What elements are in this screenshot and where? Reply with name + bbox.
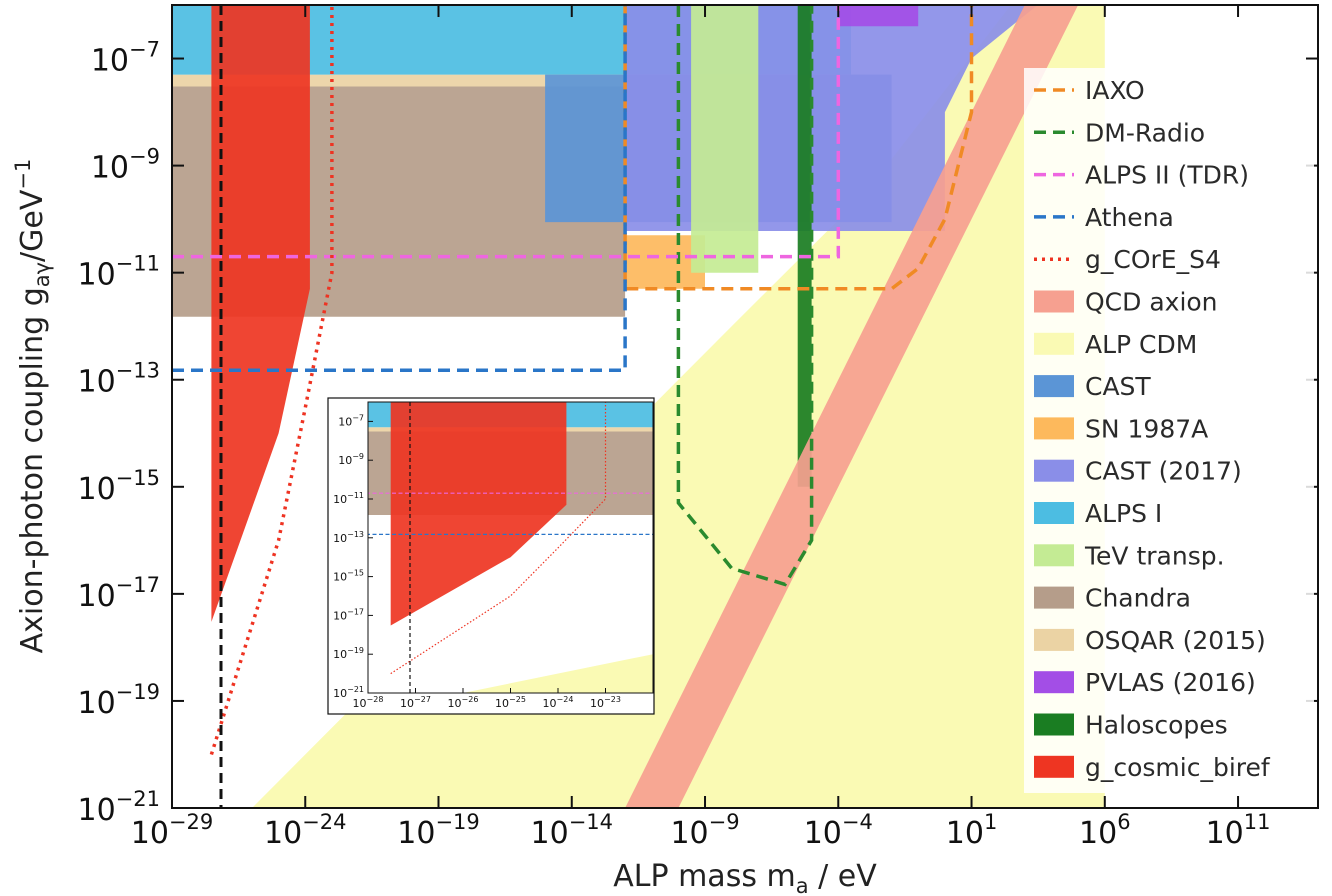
legend-label: ALPS II (TDR) [1085, 161, 1249, 190]
y-tick-label: 10−7 [91, 38, 160, 79]
legend-label: CAST [1085, 372, 1151, 401]
legend-item-haloscopes: Haloscopes [1034, 711, 1228, 740]
legend-swatch [1034, 714, 1074, 736]
region-pvlas-2016 [838, 5, 918, 26]
legend-item-chandra: Chandra [1034, 584, 1191, 613]
legend-item-osqar-2015: OSQAR (2015) [1034, 626, 1266, 655]
legend-swatch [1034, 502, 1074, 524]
legend: IAXO DM-Radio ALPS II (TDR) Athena g_COrE_S4… [1024, 68, 1314, 793]
x-tick-label: 10−24 [264, 810, 347, 851]
legend-item-g-cosmic-biref: g_cosmic_biref [1034, 753, 1271, 782]
legend-label: QCD axion [1085, 288, 1218, 317]
x-tick-label: 10−14 [531, 810, 614, 851]
x-axis-title: ALP mass ma / eV [613, 859, 877, 896]
legend-item-cast: CAST [1034, 372, 1151, 401]
legend-item-qcd-axion: QCD axion [1034, 288, 1218, 317]
legend-label: Haloscopes [1085, 711, 1228, 740]
legend-label: DM-Radio [1085, 118, 1205, 147]
legend-swatch [1034, 544, 1074, 566]
legend-label: IAXO [1085, 76, 1145, 105]
x-tick-label: 10−4 [804, 810, 873, 851]
y-tick-label: 10−19 [77, 680, 160, 721]
x-tick-label: 10−9 [670, 810, 739, 851]
x-tick-label: 1011 [1206, 810, 1271, 851]
legend-label: OSQAR (2015) [1085, 626, 1266, 655]
legend-item-cast-2017: CAST (2017) [1034, 457, 1242, 486]
y-axis-title: Axion-photon coupling gaγ/GeV−1 [11, 159, 54, 654]
legend-swatch [1034, 587, 1074, 609]
legend-label: PVLAS (2016) [1085, 668, 1256, 697]
legend-item-pvlas-2016: PVLAS (2016) [1034, 668, 1256, 697]
legend-swatch [1034, 460, 1074, 482]
legend-item-tev-transp: TeV transp. [1034, 541, 1225, 570]
legend-label: ALP CDM [1085, 330, 1197, 359]
legend-swatch [1034, 291, 1074, 313]
y-tick-label: 10−17 [77, 573, 160, 614]
legend-swatch [1034, 333, 1074, 355]
legend-label: TeV transp. [1084, 541, 1225, 570]
legend-item-alps-i: ALPS I [1034, 499, 1162, 528]
legend-swatch [1034, 671, 1074, 693]
region-haloscopes [798, 5, 812, 487]
y-tick-label: 10−15 [77, 466, 160, 507]
legend-swatch [1034, 417, 1074, 439]
legend-swatch [1034, 756, 1074, 778]
legend-label: g_cosmic_biref [1085, 753, 1271, 782]
x-tick-label: 106 [1079, 810, 1131, 851]
legend-swatch [1034, 629, 1074, 651]
y-tick-label: 10−9 [91, 145, 160, 186]
legend-label: ALPS I [1085, 499, 1162, 528]
x-tick-label: 10−29 [131, 810, 214, 851]
legend-label: SN 1987A [1085, 414, 1208, 443]
y-tick-label: 10−13 [77, 359, 160, 400]
legend-label: Athena [1085, 203, 1174, 232]
x-tick-label: 101 [946, 810, 998, 851]
region-tev-transp [691, 5, 758, 273]
legend-label: CAST (2017) [1085, 457, 1242, 486]
legend-item-sn-1987a: SN 1987A [1034, 414, 1208, 443]
legend-label: g_COrE_S4 [1085, 245, 1221, 274]
legend-swatch [1034, 375, 1074, 397]
x-tick-label: 10−19 [397, 810, 480, 851]
legend-label: Chandra [1085, 584, 1191, 613]
legend-item-alp-cdm: ALP CDM [1034, 330, 1197, 359]
y-tick-label: 10−11 [77, 252, 160, 293]
